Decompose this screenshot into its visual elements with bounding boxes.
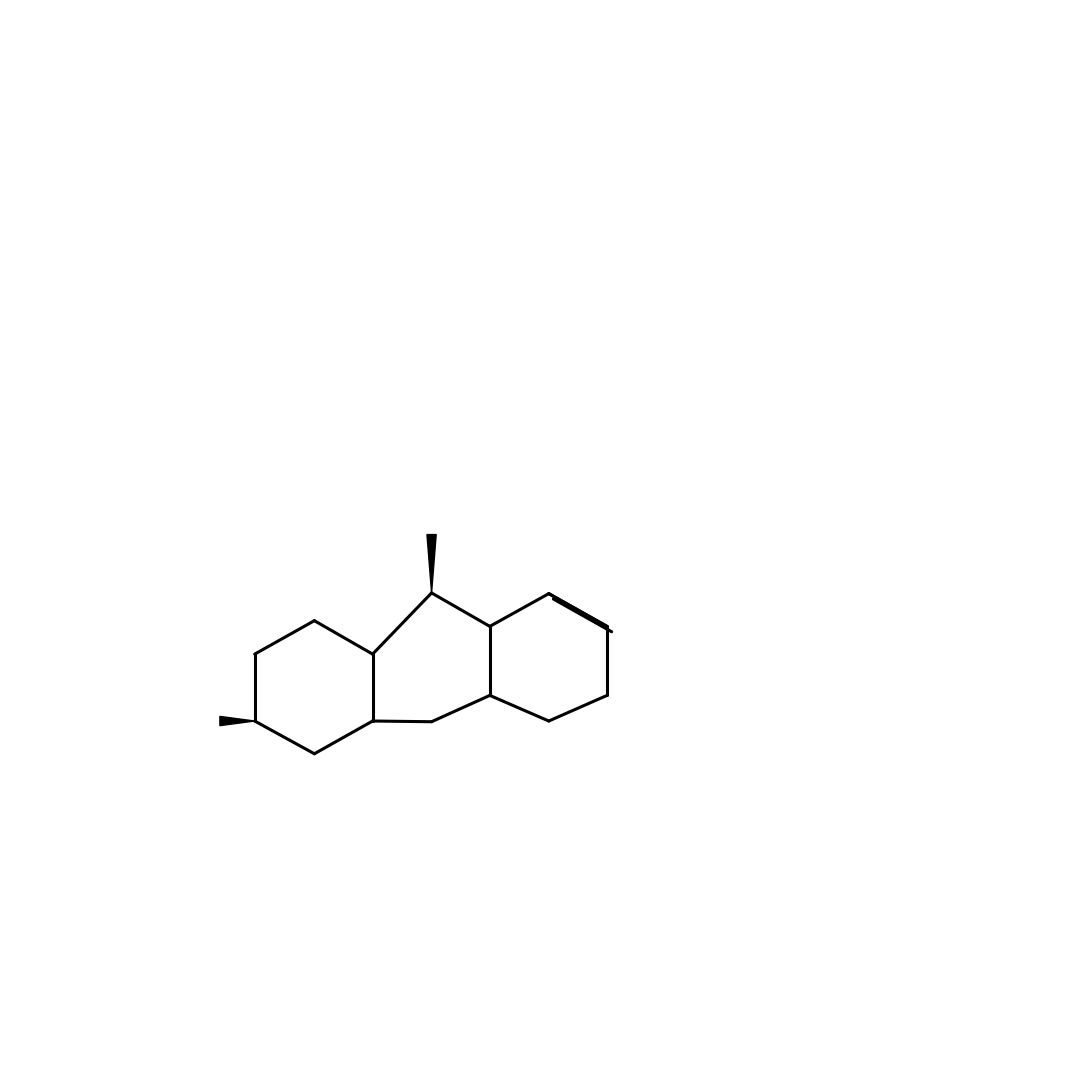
Polygon shape	[220, 716, 255, 726]
Polygon shape	[427, 535, 436, 593]
